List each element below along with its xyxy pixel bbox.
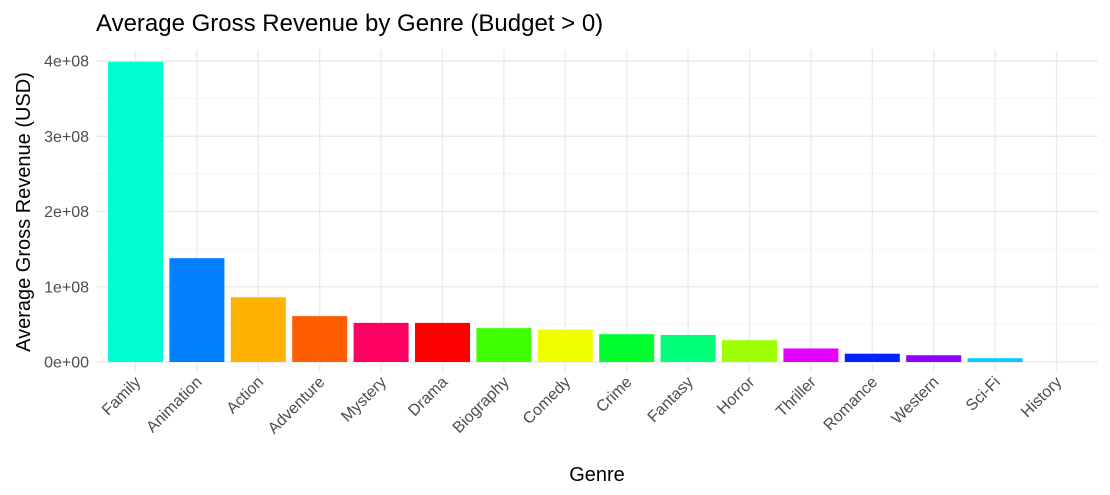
- y-tick-label: 4e+08: [44, 54, 89, 71]
- bar-crime: [599, 334, 655, 362]
- x-axis-title: Genre: [569, 464, 625, 486]
- x-tick-label: History: [1018, 374, 1065, 421]
- x-tick-label: Sci-Fi: [963, 374, 1004, 415]
- bar-family: [108, 61, 163, 362]
- bar-thriller: [783, 348, 839, 362]
- bar-western: [906, 355, 962, 362]
- y-axis-title: Average Gross Revenue (USD): [13, 72, 35, 352]
- y-axis-ticks: 0e+00 1e+08 2e+08 3e+08 4e+08: [44, 54, 89, 372]
- grid: [96, 50, 1098, 372]
- y-tick-label: 0e+00: [44, 355, 89, 372]
- bar-romance: [844, 353, 900, 362]
- bar-fantasy: [660, 334, 716, 362]
- bar-biography: [476, 328, 532, 362]
- x-tick-label: Western: [889, 374, 943, 428]
- y-tick-label: 3e+08: [44, 129, 89, 146]
- x-tick-label: Mystery: [338, 374, 390, 426]
- x-tick-label: Animation: [143, 374, 205, 436]
- x-tick-label: Drama: [405, 374, 451, 420]
- x-tick-label: Action: [224, 374, 267, 417]
- bar-mystery: [353, 322, 409, 362]
- x-tick-label: Biography: [450, 374, 513, 437]
- bar-adventure: [292, 316, 348, 362]
- y-tick-label: 1e+08: [44, 279, 89, 296]
- bar-horror: [722, 340, 777, 362]
- bar-action: [230, 297, 286, 362]
- x-tick-label: Adventure: [265, 374, 329, 438]
- x-tick-label: Crime: [593, 374, 635, 416]
- bar-animation: [169, 258, 225, 362]
- bars: [108, 61, 1023, 362]
- x-tick-label: Comedy: [520, 374, 574, 428]
- bar-comedy: [537, 329, 593, 362]
- x-tick-label: Family: [99, 374, 144, 419]
- x-tick-label: Romance: [821, 374, 882, 435]
- x-tick-label: Horror: [714, 373, 759, 418]
- x-tick-label: Thriller: [773, 373, 820, 420]
- x-tick-label: Fantasy: [645, 374, 697, 426]
- bar-drama: [415, 322, 470, 362]
- bar-sci-fi: [967, 358, 1023, 362]
- chart-title: Average Gross Revenue by Genre (Budget >…: [96, 10, 603, 37]
- y-tick-label: 2e+08: [44, 204, 89, 221]
